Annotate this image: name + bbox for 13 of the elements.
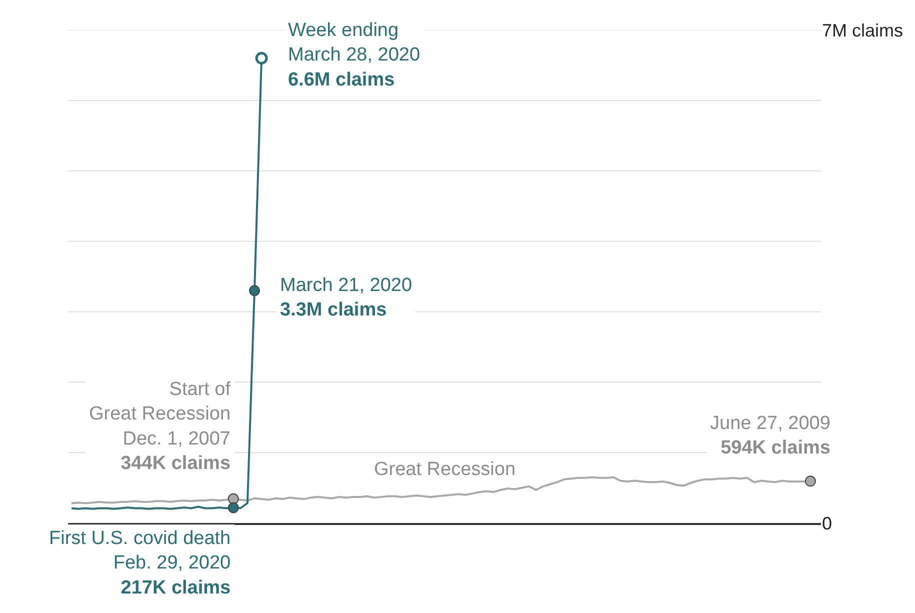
y-tick-label: 7M claims [822,20,904,40]
annotation: June 27, 2009 594K claims [710,413,830,459]
annotation: Start of Great Recession Dec. 1, 2007 344K claims [89,379,232,474]
annotation: First U.S. covid death Feb. 29, 2020 217K claims [49,528,231,598]
y-tick-label: 0 [822,513,832,534]
point [228,493,239,504]
point [228,502,239,514]
series-label: Great Recession [374,459,516,480]
annotation: March 21, 2020 3.3M claims [280,275,412,321]
point [255,52,268,64]
annotation: Week ending March 28, 2020 6.6M claims [288,20,420,90]
point [804,476,816,487]
point [248,285,260,296]
